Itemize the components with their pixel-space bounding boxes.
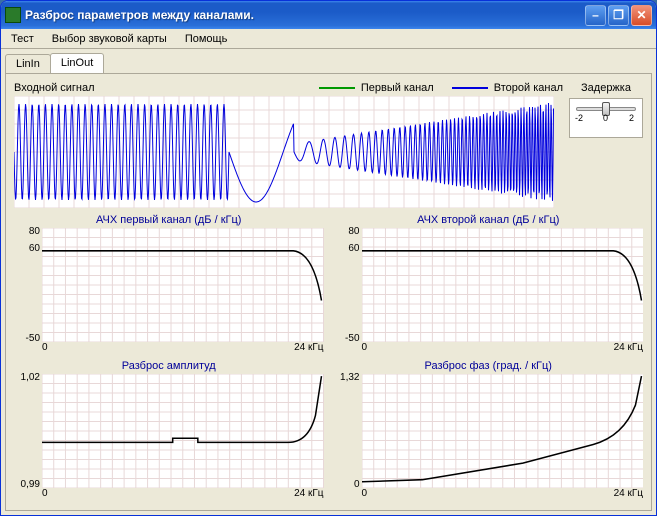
chart-phase-xaxis: 0 24 кГц [362,488,644,502]
delay-block: Задержка -2 0 2 [569,82,643,138]
legend-ch2-line [452,87,488,89]
delay-slider[interactable]: -2 0 2 [569,98,643,138]
maximize-button[interactable]: ❐ [608,5,629,26]
legend-ch1: Первый канал [319,82,434,94]
tab-linout[interactable]: LinOut [50,53,104,73]
titlebar: Разброс параметров между каналами. – ❐ ✕ [1,1,656,29]
delay-label: Задержка [569,82,643,94]
input-signal-block: Входной сигнал Первый канал Второй канал [14,82,563,208]
app-window: Разброс параметров между каналами. – ❐ ✕… [0,0,657,516]
chart-phase-yaxis: 1,32 0 [334,374,362,488]
close-button[interactable]: ✕ [631,5,652,26]
chart-ach1-yaxis: 80 60 -50 [14,228,42,342]
app-icon [5,7,21,23]
chart-ach2-title: АЧХ второй канал (дБ / кГц) [334,214,644,226]
chart-phase: Разброс фаз (град. / кГц) 1,32 0 0 24 кГ… [334,360,644,502]
menu-help[interactable]: Помощь [181,31,232,47]
chart-ach1-title: АЧХ первый канал (дБ / кГц) [14,214,324,226]
chart-amp-xaxis: 0 24 кГц [42,488,324,502]
legend-ch1-line [319,87,355,89]
menu-test[interactable]: Тест [7,31,38,47]
minimize-button[interactable]: – [585,5,606,26]
chart-ach2-yaxis: 80 60 -50 [334,228,362,342]
menu-soundcard[interactable]: Выбор звуковой карты [48,31,171,47]
chart-ach2-plot [362,228,644,342]
tab-linin[interactable]: LinIn [5,54,51,73]
chart-ach1: АЧХ первый канал (дБ / кГц) 80 60 -50 0 … [14,214,324,356]
chart-amp-yaxis: 1,02 0,99 [14,374,42,488]
chart-ach2-xaxis: 0 24 кГц [362,342,644,356]
chart-amp-plot [42,374,324,488]
chart-phase-title: Разброс фаз (град. / кГц) [334,360,644,372]
chart-amp: Разброс амплитуд 1,02 0,99 0 24 кГц [14,360,324,502]
chart-ach2: АЧХ второй канал (дБ / кГц) 80 60 -50 0 … [334,214,644,356]
input-signal-plot [14,96,554,208]
chart-phase-plot [362,374,644,488]
tab-strip: LinIn LinOut [1,49,656,73]
legend-ch2: Второй канал [452,82,563,94]
input-signal-label: Входной сигнал [14,82,95,94]
tab-panel: Входной сигнал Первый канал Второй канал [5,73,652,511]
chart-amp-title: Разброс амплитуд [14,360,324,372]
window-title: Разброс параметров между каналами. [25,8,585,22]
chart-ach1-xaxis: 0 24 кГц [42,342,324,356]
menubar: Тест Выбор звуковой карты Помощь [1,29,656,49]
chart-ach1-plot [42,228,324,342]
